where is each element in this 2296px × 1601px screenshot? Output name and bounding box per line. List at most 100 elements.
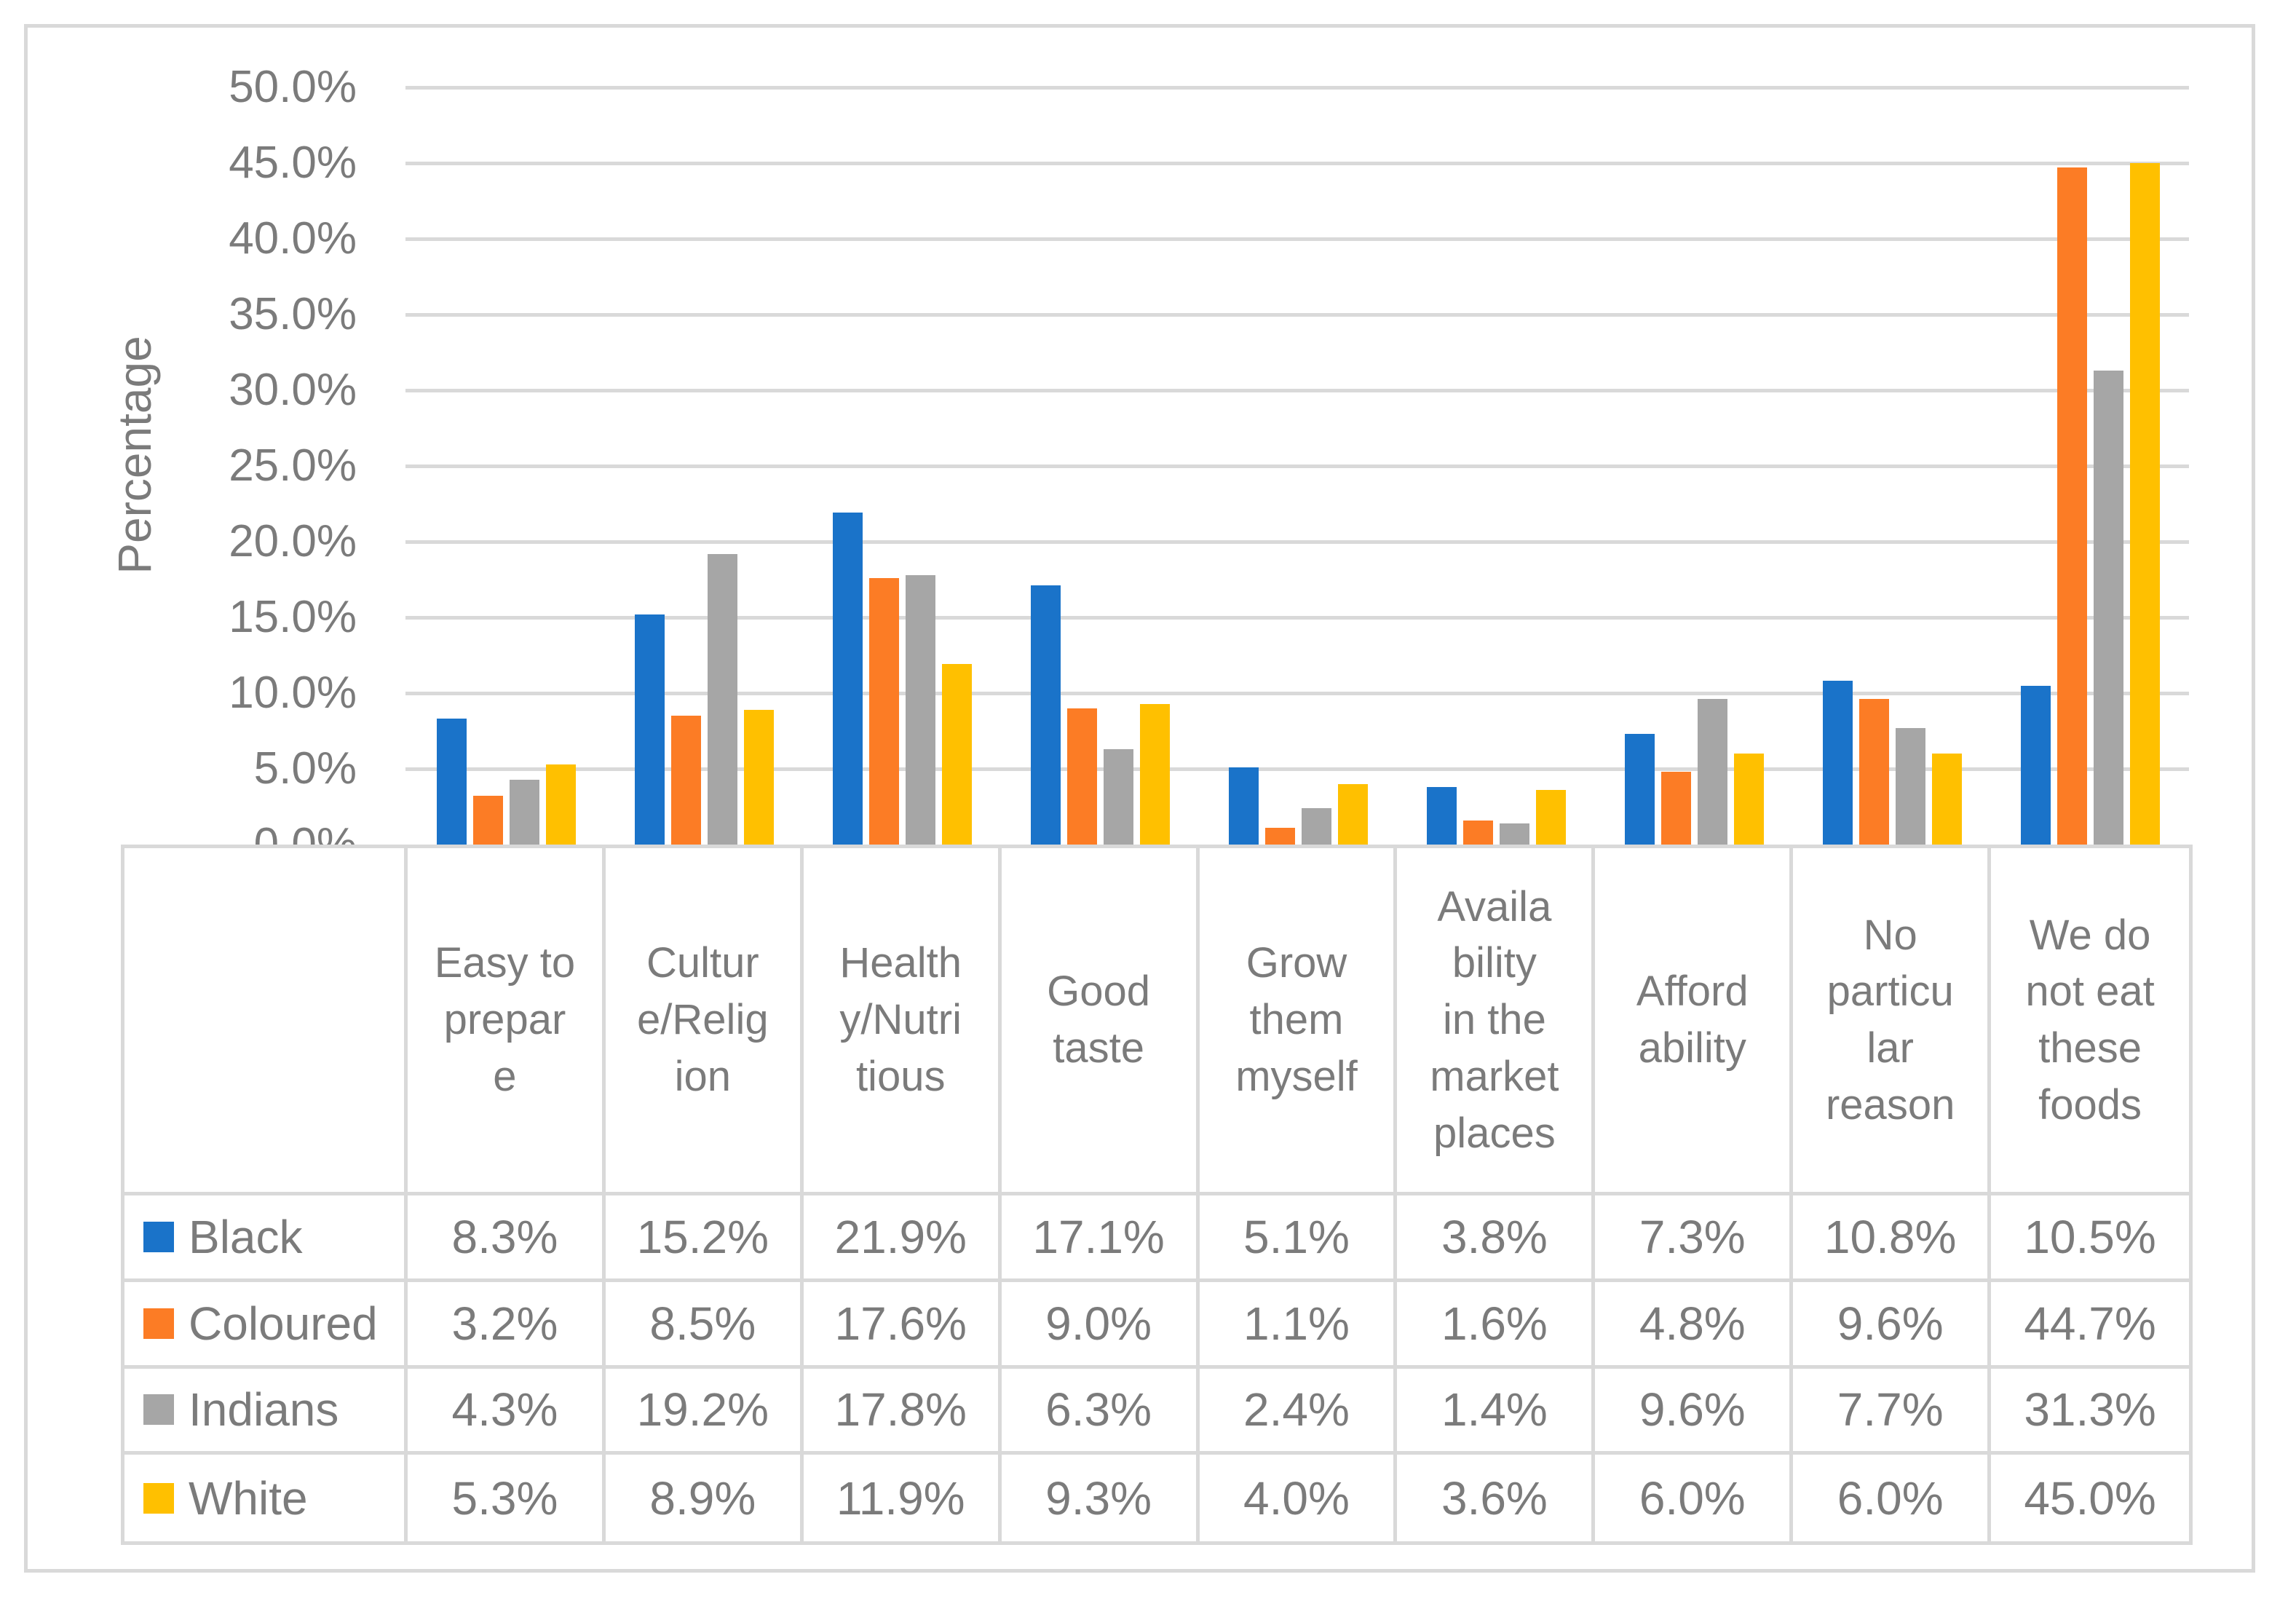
bar-indians [1301,808,1331,845]
bar-group [1200,87,1398,845]
legend-cell: Indians [124,1368,408,1455]
data-table: Easy to prepar e Cultur e/Relig ion Health… [121,845,2193,1545]
bar-coloured [1858,699,1889,845]
value-cell: 9.6% [1595,1368,1794,1455]
value-cell: 10.8% [1793,1195,1992,1282]
y-tick-label: 40.0% [229,213,357,264]
value-cell: 6.3% [1001,1368,1200,1455]
bar-group [606,87,804,845]
bar-white [1337,783,1368,845]
legend-cell: Black [124,1195,408,1282]
bar-group [1595,87,1793,845]
series-label: Coloured [189,1297,378,1350]
value-cell: 1.4% [1397,1368,1596,1455]
bar-indians [906,574,936,845]
y-tick-label: 15.0% [229,592,357,642]
bar-indians [1697,699,1727,845]
bar-black [2020,685,2051,845]
grid-line [405,540,2189,544]
bar-indians [2093,370,2123,845]
legend-swatch-indians [143,1394,174,1426]
value-cell: 44.7% [1991,1282,2189,1369]
bar-white [744,709,775,845]
grid-line [405,86,2189,90]
value-cell: 8.3% [408,1195,606,1282]
bar-coloured [1660,772,1691,845]
value-cell: 4.0% [1200,1455,1398,1541]
legend-swatch-black [143,1221,174,1252]
plot-area [408,87,2189,845]
bar-coloured [671,716,702,845]
bar-black [1426,786,1457,845]
series-label: White [189,1471,308,1525]
bar-group [1793,87,1991,845]
y-tick-label: 10.0% [229,668,357,718]
table-corner-cell [124,848,408,1195]
bar-coloured [2056,167,2087,845]
bar-coloured [473,796,504,845]
value-cell: 3.6% [1397,1455,1596,1541]
value-cell: 5.3% [408,1455,606,1541]
category-header-cell: Grow them myself [1199,848,1398,1195]
y-tick-label: 30.0% [229,365,357,415]
value-cell: 10.5% [1991,1195,2189,1282]
grid-line [405,616,2189,620]
bar-group [1991,87,2189,845]
value-cell: 31.3% [1991,1369,2189,1455]
y-tick-label: 50.0% [229,62,357,112]
bar-black [1228,767,1259,845]
bar-group [408,87,606,845]
value-cell: 45.0% [2024,1471,2156,1525]
value-cell: 17.8% [803,1368,1002,1455]
y-tick-label: 35.0% [229,289,357,339]
category-header-cell: We do not eat these foods [1991,848,2189,1195]
bar-indians [1895,727,1925,845]
bar-white [942,664,973,845]
grid-line [405,692,2189,695]
bar-black [1031,585,1061,845]
bar-coloured [869,577,900,845]
grid-line [405,313,2189,317]
series-label: Indians [189,1383,339,1436]
value-cell: 17.6% [803,1281,1002,1369]
grid-line [405,767,2189,771]
bar-white [1140,703,1171,845]
value-cell: 7.3% [1595,1195,1794,1282]
value-cell: 4.3% [408,1368,606,1455]
value-cell: 21.9% [803,1195,1002,1282]
value-cell: 3.2% [408,1281,606,1369]
series-label: Black [189,1210,303,1263]
grid-line [405,465,2189,468]
bar-black [833,513,863,845]
value-cell: 4.8% [1595,1281,1794,1369]
bar-indians [708,553,738,845]
value-cell: 2.4% [1199,1368,1398,1455]
grid-line [405,162,2189,165]
bar-coloured [1462,820,1493,845]
value-cell: 9.6% [1793,1281,1992,1369]
value-cell: 6.0% [1595,1455,1794,1541]
bar-indians [510,779,540,845]
bar-black [1624,734,1655,845]
bar-group [1002,87,1200,845]
bar-group [804,87,1002,845]
value-cell: 1.1% [1199,1281,1398,1369]
y-tick-label: 20.0% [229,516,357,566]
category-header-cell: Good taste [1001,848,1200,1195]
y-tick-label: 5.0% [253,743,357,794]
bar-coloured [1067,708,1098,845]
bar-white [2129,163,2160,845]
category-header-cell: No particu lar reason [1793,848,1992,1195]
grid-line [405,237,2189,241]
legend-swatch-coloured [143,1308,174,1339]
category-header-cell: Afford ability [1595,848,1794,1195]
value-cell: 6.0% [1793,1455,1992,1541]
value-cell: 9.0% [1001,1281,1200,1369]
value-cell: 15.2% [605,1195,804,1282]
bar-indians [1104,748,1134,845]
value-cell: 8.9% [606,1455,804,1541]
value-cell: 19.2% [605,1368,804,1455]
category-header-cell: Cultur e/Relig ion [605,848,804,1195]
y-tick-label: 45.0% [229,138,357,188]
